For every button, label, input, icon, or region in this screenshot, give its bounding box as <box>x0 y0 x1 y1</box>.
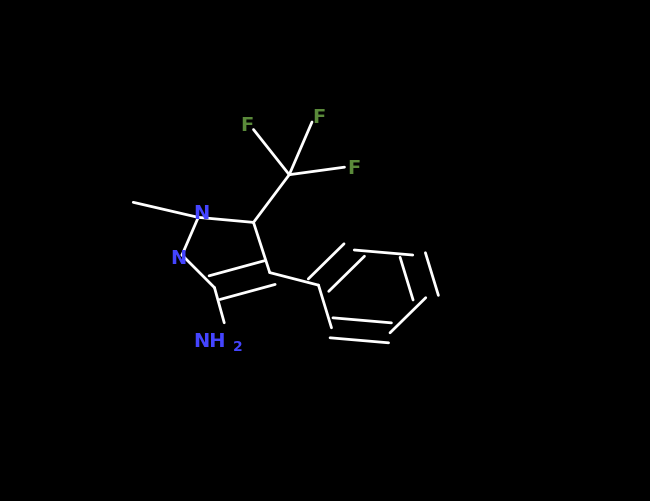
Text: 2: 2 <box>233 340 242 354</box>
Text: NH: NH <box>193 331 226 350</box>
Text: F: F <box>240 116 254 135</box>
Text: F: F <box>348 158 361 177</box>
Text: N: N <box>171 248 187 268</box>
Text: F: F <box>312 108 325 127</box>
Text: N: N <box>194 203 209 222</box>
